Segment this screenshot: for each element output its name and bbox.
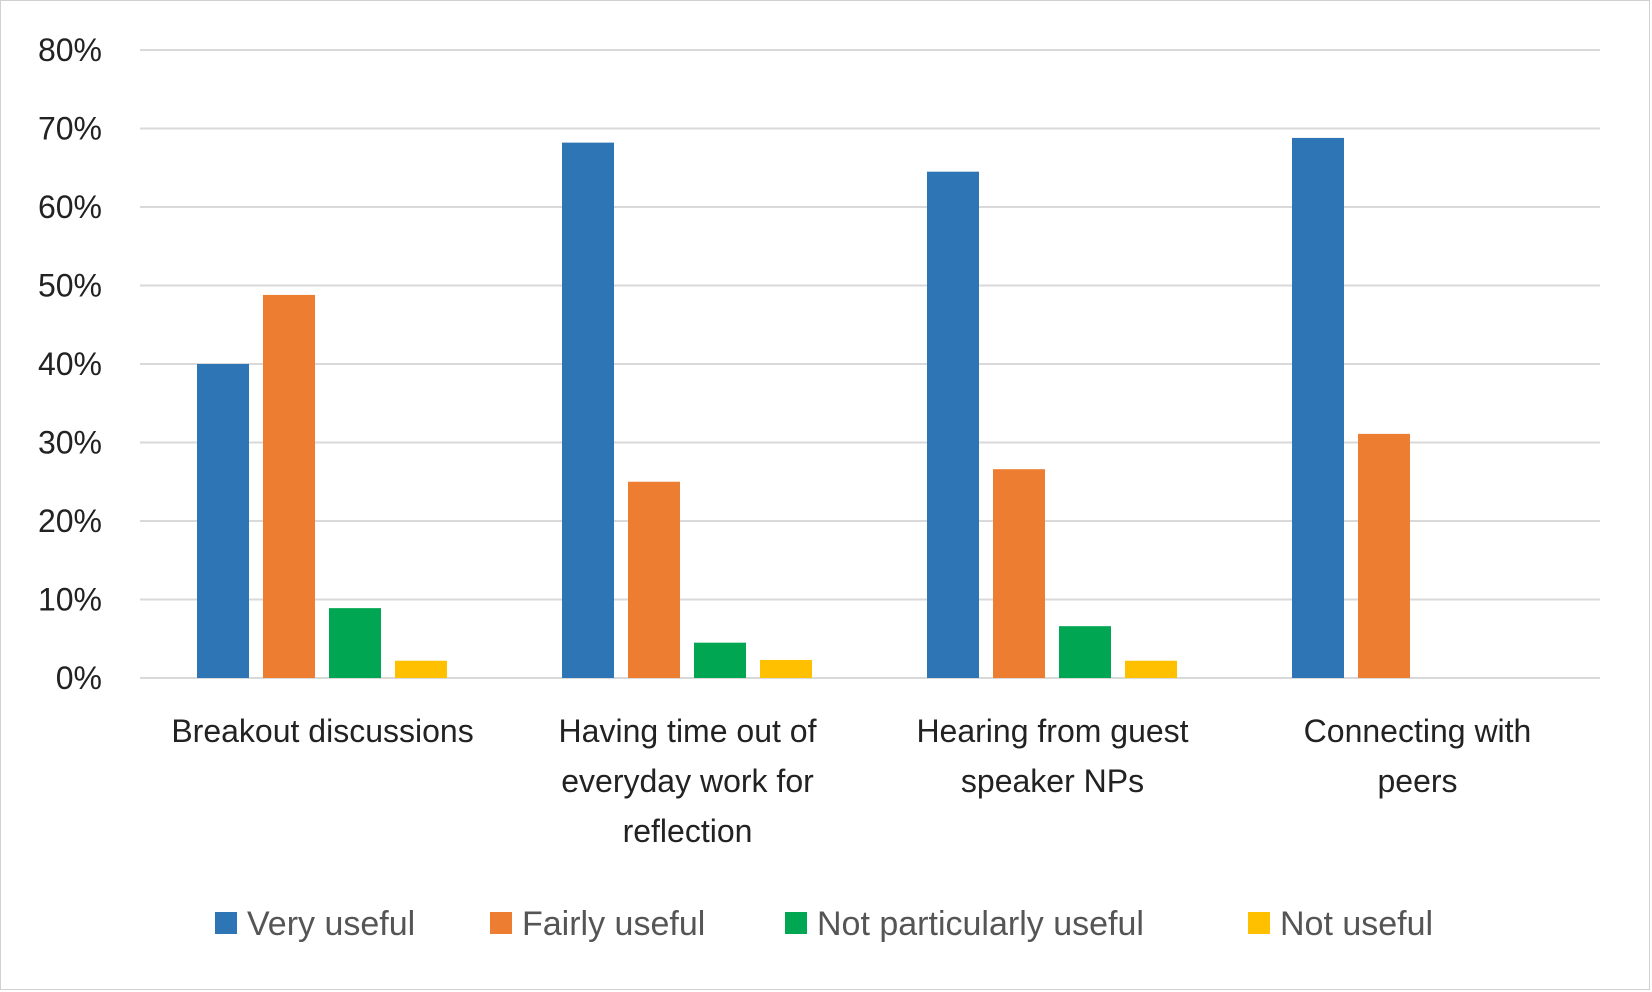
y-tick-label: 60% (38, 189, 102, 225)
bar-very-useful (1292, 137, 1344, 679)
bar-very-useful (197, 364, 249, 678)
y-tick-label: 50% (38, 268, 102, 304)
bar-fairly-useful (263, 294, 315, 678)
bar-fairly-useful (993, 469, 1045, 678)
y-tick-label: 40% (38, 346, 102, 382)
legend-swatch (490, 912, 512, 934)
x-category-label: Breakout discussions (171, 713, 473, 749)
y-tick-label: 0% (56, 660, 102, 696)
bar-fairly-useful (628, 481, 680, 678)
y-tick-label: 80% (38, 32, 102, 68)
bar-fairly-useful (1358, 433, 1410, 678)
bar-not-particularly-useful (1059, 626, 1111, 678)
x-category-label: Hearing from guest speaker NPs (916, 713, 1188, 799)
legend-label: Not particularly useful (817, 905, 1144, 943)
y-tick-label: 30% (38, 425, 102, 461)
bars (197, 137, 1410, 679)
legend-label: Very useful (247, 905, 415, 943)
y-axis-tick-labels: 0% 10% 20% 30% 40% 50% 60% 70% 80% (38, 32, 102, 696)
legend-swatch (215, 912, 237, 934)
x-category-label: Having time out of everyday work for refle… (559, 713, 817, 849)
x-axis-category-labels: Breakout discussions Having time out of ev… (171, 713, 1531, 849)
legend-swatch (1248, 912, 1270, 934)
bar-very-useful (562, 142, 614, 678)
gridlines (140, 49, 1600, 679)
legend: Very useful Fairly useful Not particularly… (215, 905, 1433, 943)
y-tick-label: 70% (38, 111, 102, 147)
x-category-label: Connecting with peers (1304, 713, 1532, 799)
bar-not-particularly-useful (694, 642, 746, 678)
bar-not-particularly-useful (329, 608, 381, 678)
bar-not-useful (1125, 660, 1177, 678)
bar-not-useful (760, 659, 812, 678)
legend-swatch (785, 912, 807, 934)
legend-label: Fairly useful (522, 905, 705, 943)
y-tick-label: 10% (38, 582, 102, 618)
legend-label: Not useful (1280, 905, 1433, 943)
bar-not-useful (395, 660, 447, 678)
y-tick-label: 20% (38, 503, 102, 539)
bar-very-useful (927, 171, 979, 679)
